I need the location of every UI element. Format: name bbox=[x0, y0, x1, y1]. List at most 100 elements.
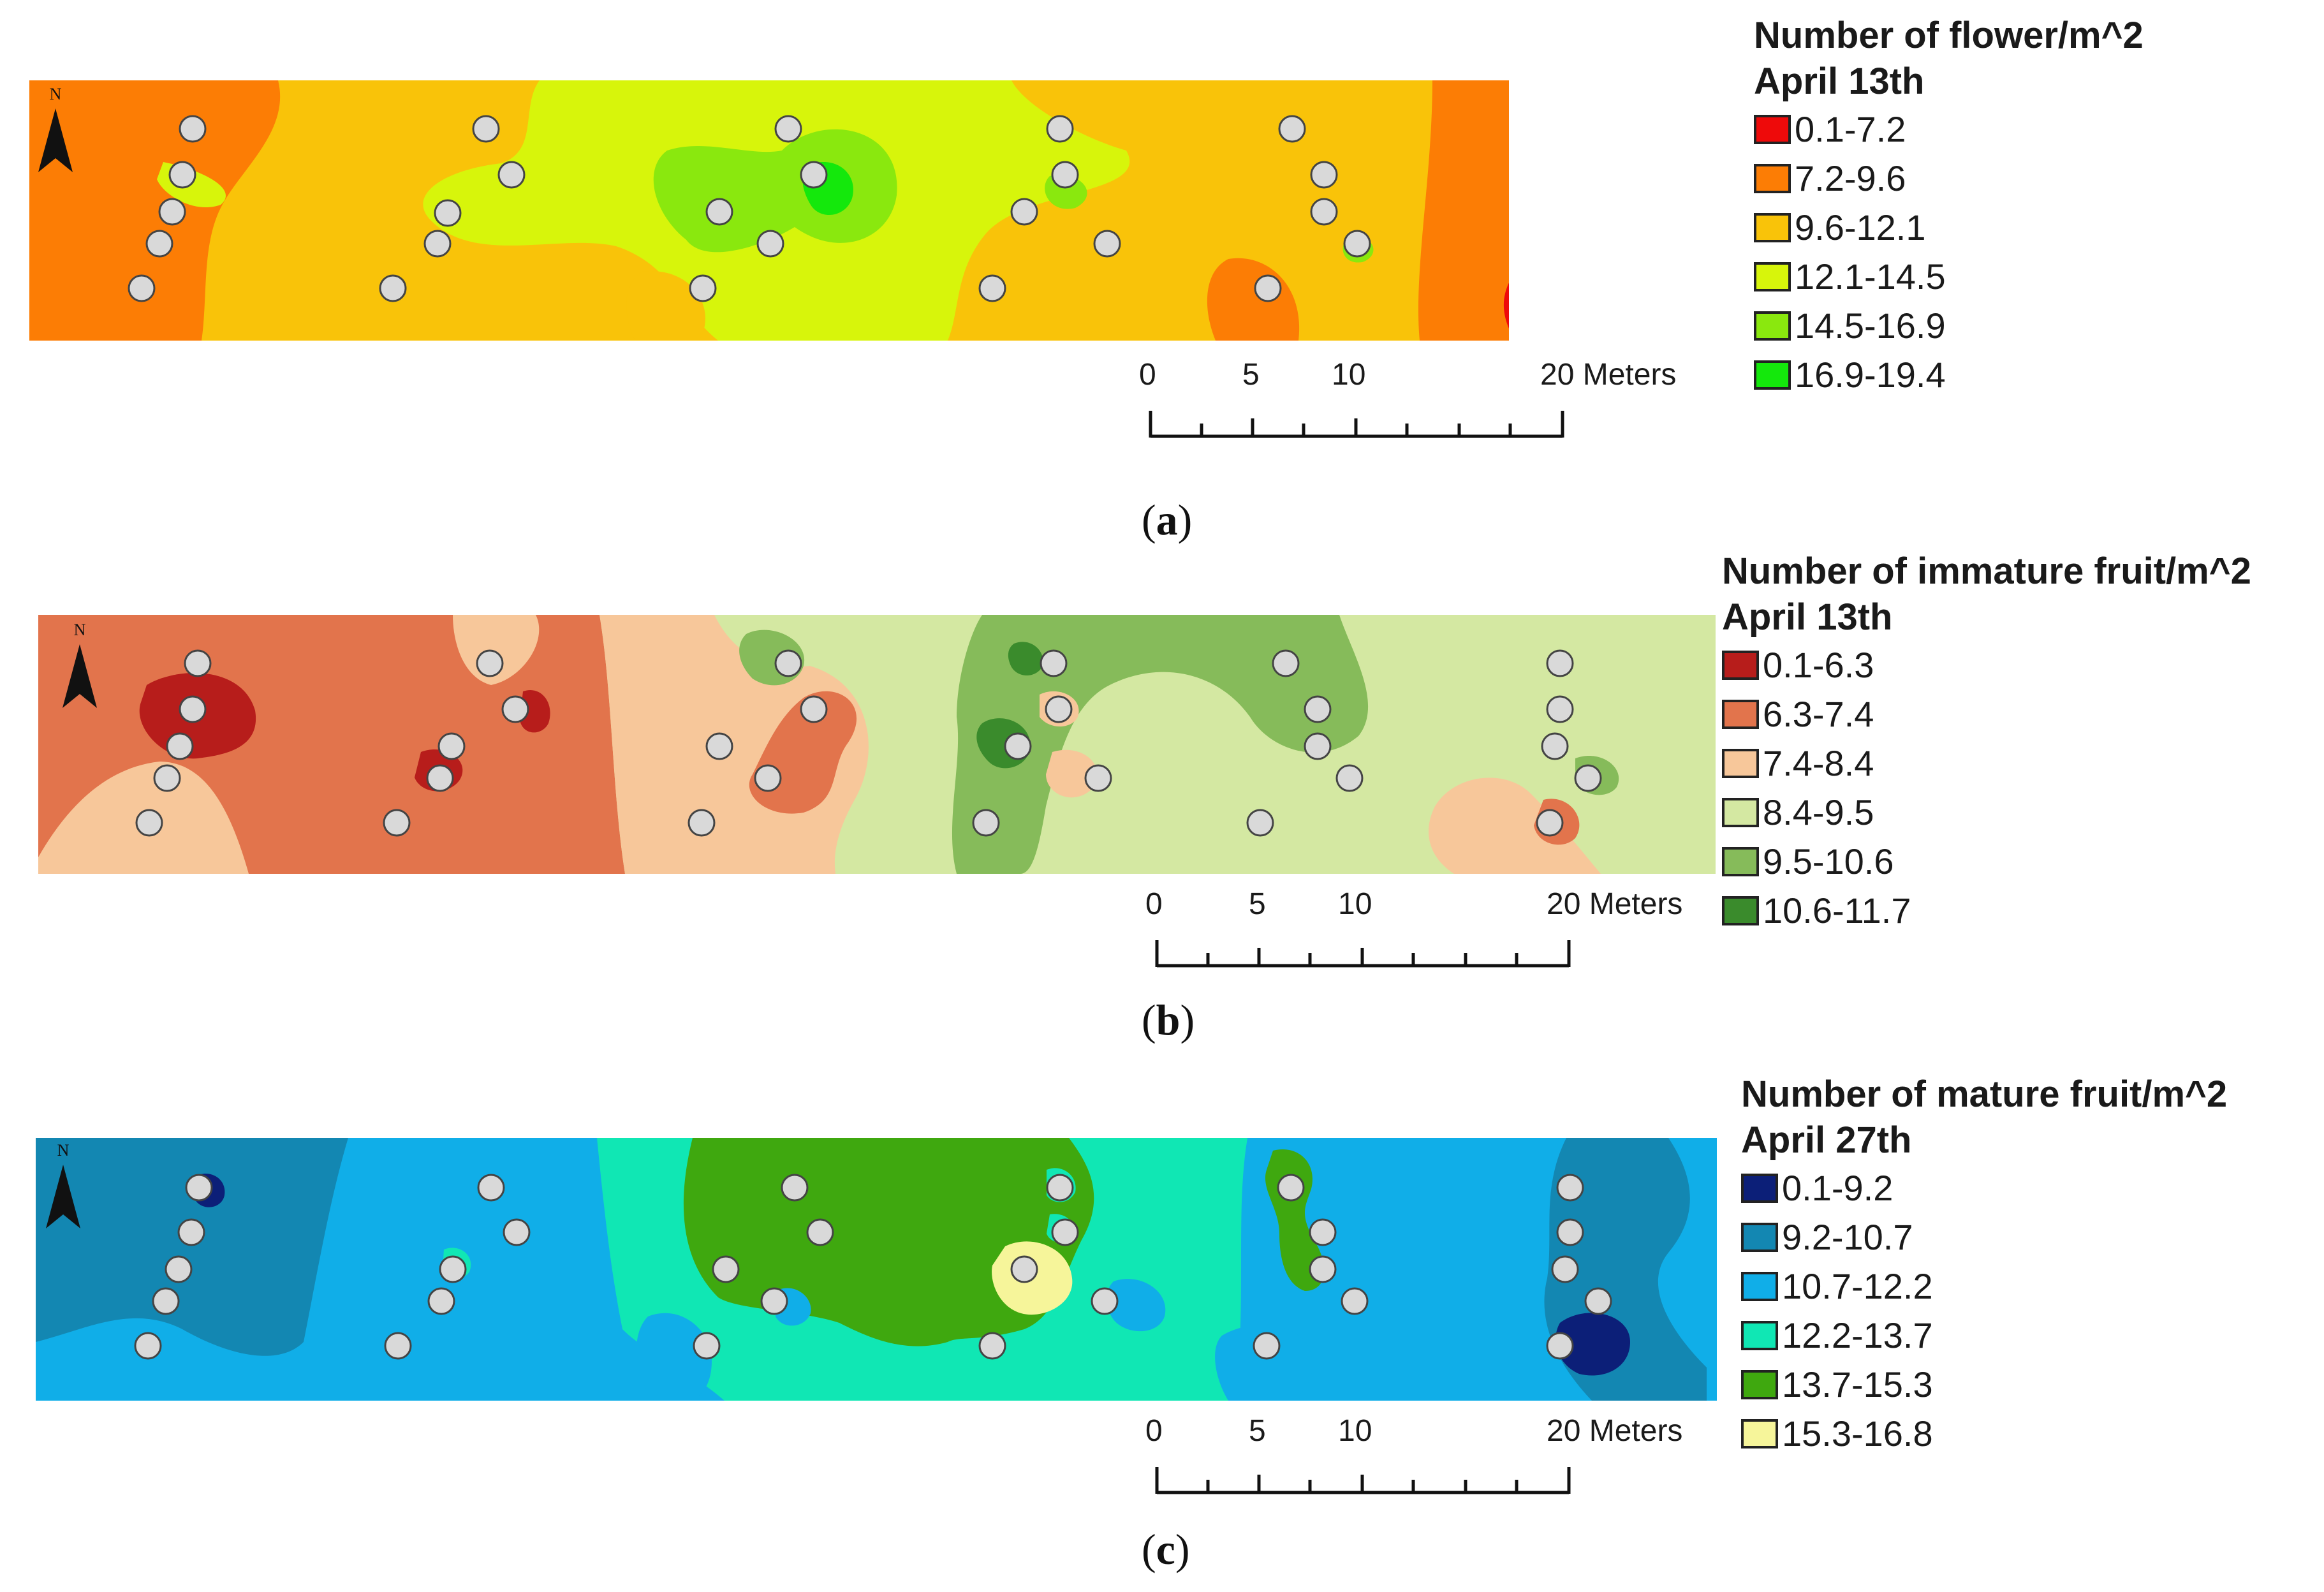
sample-point bbox=[152, 1287, 180, 1315]
legend-swatch bbox=[1722, 797, 1759, 827]
sample-point bbox=[1335, 764, 1364, 792]
legend-item: 13.7-15.3 bbox=[1741, 1360, 2227, 1409]
scale-bar: 0 5 10 20 Meters bbox=[1129, 357, 1703, 446]
zone-10.7-12.2 bbox=[1106, 1279, 1166, 1332]
north-arrow-icon: N bbox=[41, 1139, 85, 1228]
scale-bar: 0 5 10 20 Meters bbox=[1135, 1413, 1709, 1503]
sample-point bbox=[1093, 230, 1121, 258]
sample-point bbox=[1045, 695, 1073, 723]
legend-label: 14.5-16.9 bbox=[1795, 306, 1946, 346]
sample-point bbox=[165, 1255, 193, 1283]
legend-item: 7.2-9.6 bbox=[1754, 154, 2144, 203]
legend-swatch bbox=[1722, 748, 1759, 778]
legend-item: 0.1-6.3 bbox=[1722, 640, 2251, 689]
sample-point bbox=[760, 1287, 788, 1315]
legend-swatch bbox=[1754, 311, 1791, 341]
legend-item: 9.5-10.6 bbox=[1722, 837, 2251, 886]
legend-swatch bbox=[1741, 1222, 1778, 1252]
legend-label: 6.3-7.4 bbox=[1763, 694, 1874, 734]
north-arrow-icon: N bbox=[57, 619, 102, 708]
sample-point bbox=[1309, 1255, 1337, 1283]
sample-point bbox=[1556, 1218, 1584, 1246]
sample-point bbox=[800, 695, 828, 723]
sample-point bbox=[1040, 649, 1068, 677]
legend-label: 0.1-7.2 bbox=[1795, 109, 1906, 149]
legend-swatch bbox=[1754, 163, 1791, 193]
zone-7.2-9.6 bbox=[1418, 80, 1509, 341]
legend-label: 10.6-11.7 bbox=[1763, 890, 1911, 931]
sample-point bbox=[1046, 1174, 1074, 1202]
legend-label: 15.3-16.8 bbox=[1782, 1413, 1933, 1454]
legend-swatch bbox=[1722, 699, 1759, 729]
sample-point bbox=[1046, 115, 1074, 143]
sample-point bbox=[477, 1174, 505, 1202]
legend-label: 0.1-9.2 bbox=[1782, 1168, 1894, 1208]
map-flower-density bbox=[29, 80, 1509, 341]
sample-point bbox=[128, 274, 156, 302]
sample-point bbox=[179, 115, 207, 143]
legend-label: 10.7-12.2 bbox=[1782, 1266, 1933, 1306]
legend-label: 9.5-10.6 bbox=[1763, 841, 1894, 881]
map-mature-fruit-density bbox=[36, 1138, 1717, 1401]
sample-point bbox=[439, 1255, 467, 1283]
sample-point bbox=[1254, 274, 1282, 302]
scale-label: 20 Meters bbox=[1547, 1414, 1683, 1448]
sample-point bbox=[384, 1332, 412, 1360]
sample-point bbox=[754, 764, 782, 792]
sample-point bbox=[1584, 1287, 1612, 1315]
sample-point bbox=[1574, 764, 1602, 792]
legend-label: 8.4-9.5 bbox=[1763, 792, 1874, 832]
legend-swatch bbox=[1722, 846, 1759, 876]
sample-point bbox=[434, 199, 462, 227]
sample-point bbox=[705, 732, 733, 760]
legend-item: 14.5-16.9 bbox=[1754, 301, 2144, 350]
zone-0.1-6.3 bbox=[520, 690, 550, 733]
legend-item: 16.9-19.4 bbox=[1754, 350, 2144, 399]
legend-swatch bbox=[1741, 1320, 1778, 1350]
zone-7.4-8.4 bbox=[1046, 749, 1098, 798]
sample-points bbox=[134, 1174, 1612, 1360]
sample-point bbox=[1278, 115, 1306, 143]
panel-c: N Number of mature fruit/m^2 April 27th … bbox=[0, 1059, 2324, 1592]
sample-point bbox=[1051, 161, 1079, 189]
sample-point bbox=[1010, 198, 1038, 226]
legend-item: 6.3-7.4 bbox=[1722, 689, 2251, 739]
sample-point bbox=[379, 274, 407, 302]
north-label: N bbox=[74, 621, 86, 639]
legend-label: 0.1-6.3 bbox=[1763, 645, 1874, 685]
zone-7.4-8.4 bbox=[453, 615, 540, 685]
sample-point bbox=[1341, 1287, 1369, 1315]
legend-label: 16.9-19.4 bbox=[1795, 355, 1946, 395]
legend-date: April 13th bbox=[1722, 596, 1893, 638]
legend-item: 9.2-10.7 bbox=[1741, 1212, 2227, 1262]
sample-point bbox=[1556, 1174, 1584, 1202]
legend-title: Number of flower/m^2 bbox=[1754, 15, 2144, 56]
sample-point bbox=[693, 1332, 721, 1360]
sample-point bbox=[1546, 649, 1574, 677]
zone-10.7-12.2 bbox=[1215, 1325, 1313, 1401]
sample-point bbox=[1536, 809, 1564, 837]
legend-a: Number of flower/m^2 April 13th 0.1-7.2 … bbox=[1754, 13, 2144, 399]
sample-point bbox=[503, 1218, 531, 1246]
sample-point bbox=[438, 732, 466, 760]
sample-point bbox=[1541, 732, 1569, 760]
sample-point bbox=[476, 649, 504, 677]
legend-item: 0.1-9.2 bbox=[1741, 1163, 2227, 1212]
sample-point bbox=[1010, 1255, 1038, 1283]
zone-7.4-8.4 bbox=[1429, 778, 1601, 874]
legend-swatch bbox=[1754, 114, 1791, 144]
legend-title: Number of mature fruit/m^2 bbox=[1741, 1073, 2228, 1115]
legend-swatch bbox=[1722, 895, 1759, 925]
zone-9.2-10.7 bbox=[36, 1138, 348, 1356]
sample-point bbox=[1304, 695, 1332, 723]
legend-swatch bbox=[1722, 650, 1759, 680]
scale-label: 5 bbox=[1249, 887, 1266, 921]
scale-label: 10 bbox=[1338, 1414, 1372, 1448]
sample-point bbox=[1051, 1218, 1079, 1246]
map-immature-fruit-density bbox=[38, 615, 1716, 874]
sample-point bbox=[806, 1218, 834, 1246]
legend-item: 0.1-7.2 bbox=[1754, 105, 2144, 154]
sample-point bbox=[1304, 732, 1332, 760]
north-arrow-icon: N bbox=[33, 83, 78, 172]
scale-label: 0 bbox=[1139, 358, 1156, 392]
